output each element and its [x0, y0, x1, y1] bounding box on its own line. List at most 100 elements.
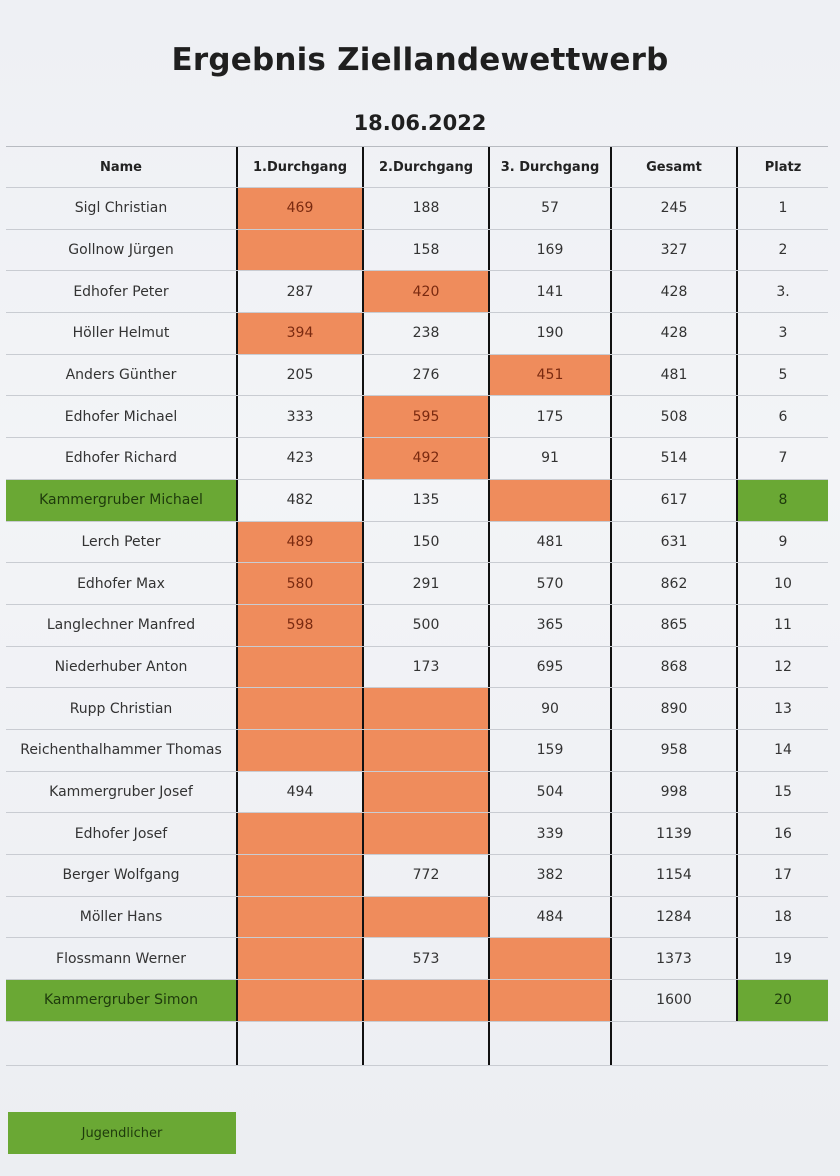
name-cell: Höller Helmut	[72, 325, 170, 342]
header-platz: Platz	[736, 147, 828, 187]
platz-cell: 18	[736, 896, 828, 938]
platz-cell: 19	[736, 938, 828, 980]
table-row: Berger Wolfgang 772 382 1154 17	[6, 855, 828, 897]
name-cell: Sigl Christian	[74, 200, 168, 217]
header-gesamt: Gesamt	[610, 147, 736, 187]
table-row: Höller Helmut 394 238 190 428 3	[6, 313, 828, 355]
header-name: Name	[99, 159, 142, 175]
durchgang-1-cell	[236, 229, 362, 271]
platz-cell: 3	[736, 313, 828, 354]
durchgang-3-cell: 382	[488, 855, 610, 896]
durchgang-2-cell	[362, 896, 488, 938]
gesamt-cell: 514	[610, 438, 736, 479]
table-row: Edhofer Josef 339 1139 16	[6, 813, 828, 855]
durchgang-3-cell: 175	[488, 396, 610, 438]
gesamt-cell: 631	[610, 521, 736, 563]
empty-cell	[610, 1021, 736, 1065]
durchgang-3-cell: 159	[488, 729, 610, 771]
platz-cell: 14	[736, 729, 828, 771]
durchgang-2-cell: 276	[362, 354, 488, 396]
name-cell: Kammergruber Josef	[49, 783, 193, 800]
durchgang-2-cell: 238	[362, 313, 488, 354]
gesamt-cell: 890	[610, 688, 736, 729]
name-cell: Rupp Christian	[69, 700, 173, 717]
name-cell: Flossmann Werner	[56, 950, 186, 967]
table-row: Kammergruber Josef 494 504 998 15	[6, 771, 828, 814]
name-cell: Edhofer Peter	[73, 283, 169, 300]
date-heading: 18.06.2022	[353, 111, 487, 135]
name-cell: Kammergruber Simon	[6, 980, 236, 1021]
legend-youth: Jugendlicher	[8, 1112, 236, 1154]
table-row: Niederhuber Anton 173 695 868 12	[6, 646, 828, 689]
name-cell: Langlechner Manfred	[46, 617, 196, 634]
platz-cell: 7	[736, 438, 828, 479]
table-body: Sigl Christian 469 188 57 245 1 Gollnow Jürgen…	[6, 188, 828, 1022]
platz-cell: 10	[736, 563, 828, 604]
header-durchgang-1: 1.Durchgang	[236, 147, 362, 187]
gesamt-cell: 1284	[610, 896, 736, 938]
results-table: Name 1.Durchgang 2.Durchgang 3. Durchgan…	[6, 146, 828, 1066]
durchgang-2-cell	[362, 729, 488, 771]
durchgang-2-cell	[362, 688, 488, 729]
durchgang-2-cell: 188	[362, 188, 488, 229]
table-row: Gollnow Jürgen 158 169 327 2	[6, 229, 828, 272]
gesamt-cell: 1373	[610, 938, 736, 980]
durchgang-1-cell: 580	[236, 563, 362, 604]
header-durchgang-2: 2.Durchgang	[362, 147, 488, 187]
durchgang-2-cell: 772	[362, 855, 488, 896]
durchgang-1-cell: 598	[236, 604, 362, 646]
durchgang-1-cell	[236, 980, 362, 1021]
durchgang-2-cell	[362, 813, 488, 854]
gesamt-cell: 862	[610, 563, 736, 604]
table-row: Kammergruber Simon 1600 20	[6, 980, 828, 1022]
gesamt-cell: 865	[610, 604, 736, 646]
gesamt-cell: 428	[610, 313, 736, 354]
empty-cell	[6, 1022, 236, 1065]
name-cell: Edhofer Michael	[64, 408, 178, 425]
platz-cell: 12	[736, 646, 828, 688]
name-cell: Gollnow Jürgen	[68, 242, 174, 259]
platz-cell: 1	[736, 188, 828, 229]
durchgang-2-cell: 291	[362, 563, 488, 604]
durchgang-3-cell: 481	[488, 521, 610, 563]
gesamt-cell: 428	[610, 271, 736, 313]
gesamt-cell: 998	[610, 771, 736, 813]
name-cell: Edhofer Richard	[64, 450, 178, 467]
header-durchgang-3: 3. Durchgang	[488, 147, 610, 187]
platz-cell: 8	[736, 479, 828, 521]
durchgang-3-cell: 190	[488, 313, 610, 354]
table-row: Sigl Christian 469 188 57 245 1	[6, 188, 828, 230]
durchgang-3-cell: 90	[488, 688, 610, 729]
durchgang-1-cell	[236, 646, 362, 688]
table-row: Langlechner Manfred 598 500 365 865 11	[6, 604, 828, 647]
table-row: Edhofer Richard 423 492 91 514 7	[6, 438, 828, 480]
platz-cell: 11	[736, 604, 828, 646]
platz-cell: 15	[736, 771, 828, 813]
durchgang-3-cell: 570	[488, 563, 610, 604]
platz-cell: 20	[736, 980, 828, 1021]
name-cell: Edhofer Max	[77, 575, 165, 592]
durchgang-1-cell	[236, 688, 362, 729]
durchgang-3-cell: 451	[488, 354, 610, 396]
platz-cell: 6	[736, 396, 828, 438]
empty-cell	[736, 1022, 828, 1065]
gesamt-cell: 327	[610, 229, 736, 271]
durchgang-1-cell	[236, 729, 362, 771]
gesamt-cell: 617	[610, 479, 736, 521]
gesamt-cell: 1154	[610, 855, 736, 896]
durchgang-3-cell: 695	[488, 646, 610, 688]
durchgang-1-cell: 494	[236, 771, 362, 813]
table-row: Rupp Christian 90 890 13	[6, 688, 828, 730]
durchgang-2-cell: 150	[362, 521, 488, 563]
durchgang-3-cell: 339	[488, 813, 610, 854]
name-cell: Kammergruber Michael	[6, 479, 236, 521]
table-row: Möller Hans 484 1284 18	[6, 896, 828, 939]
durchgang-3-cell: 365	[488, 604, 610, 646]
table-header-row: Name 1.Durchgang 2.Durchgang 3. Durchgan…	[6, 146, 828, 188]
name-cell: Berger Wolfgang	[62, 867, 180, 884]
durchgang-1-cell	[236, 896, 362, 938]
name-cell: Anders Günther	[65, 367, 177, 384]
durchgang-1-cell	[236, 855, 362, 896]
table-row: Kammergruber Michael 482 135 617 8	[6, 479, 828, 522]
platz-cell: 2	[736, 229, 828, 271]
